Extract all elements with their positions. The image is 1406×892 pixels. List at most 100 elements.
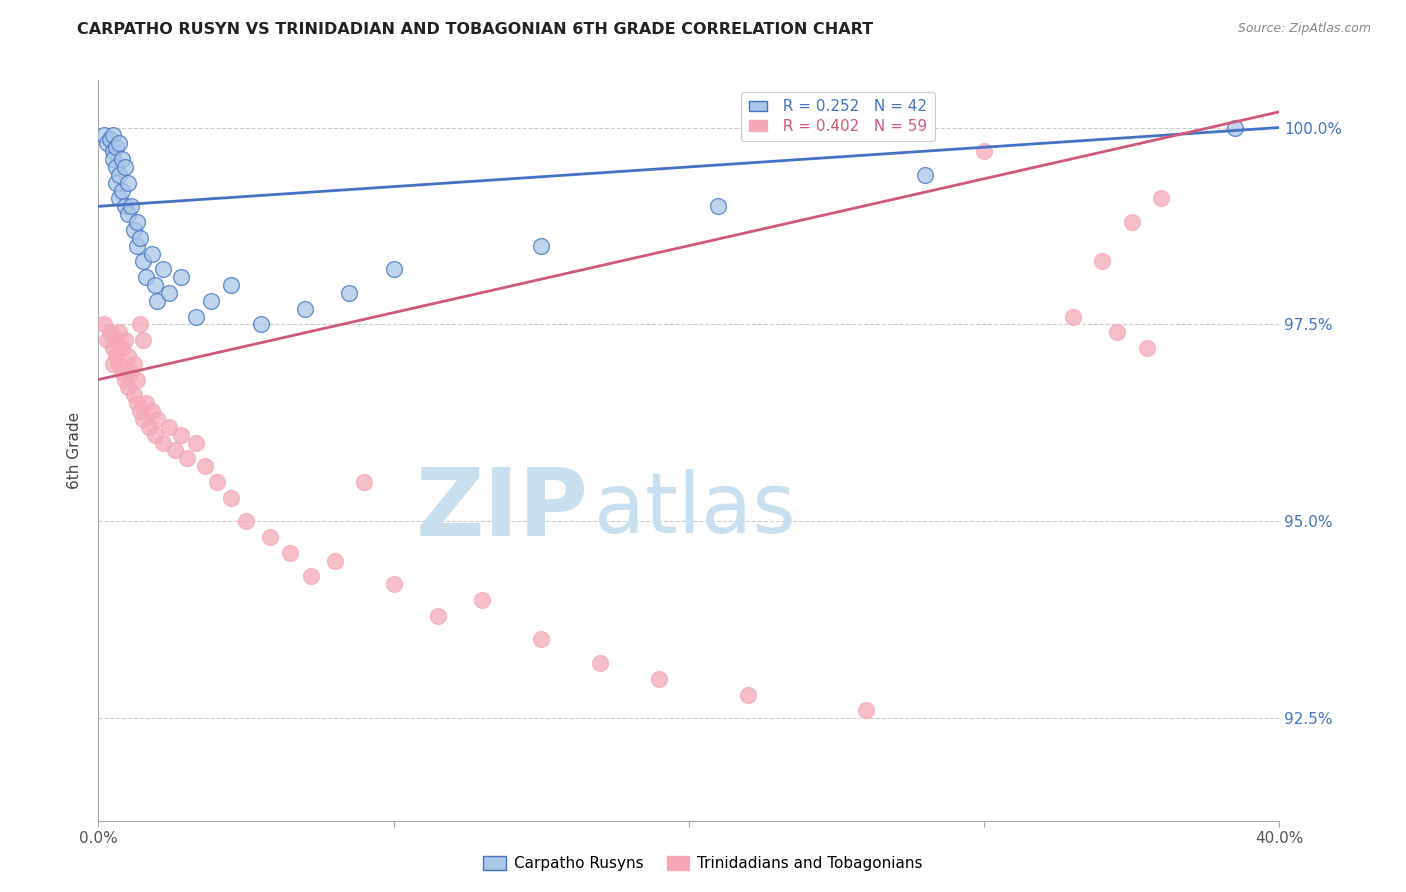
Point [143, 427, 166, 442]
Point [648, 672, 671, 686]
Point [96, 136, 118, 151]
Point [120, 199, 142, 213]
Point [111, 184, 134, 198]
Point [165, 443, 187, 458]
Point [98, 132, 121, 146]
Point [323, 554, 346, 568]
Point [1062, 310, 1084, 324]
Point [353, 475, 375, 489]
Point [427, 608, 450, 623]
Point [108, 191, 131, 205]
Point [250, 318, 273, 332]
Point [589, 656, 612, 670]
Point [152, 435, 174, 450]
Text: ZIP: ZIP [416, 464, 589, 556]
Point [205, 475, 228, 489]
Point [170, 270, 193, 285]
Point [339, 285, 361, 300]
Point [105, 333, 128, 347]
Point [382, 262, 405, 277]
Point [111, 365, 134, 379]
Point [114, 333, 136, 347]
Point [1150, 191, 1173, 205]
Point [103, 152, 125, 166]
Point [122, 357, 145, 371]
Point [221, 278, 243, 293]
Point [146, 412, 169, 426]
Point [93, 318, 115, 332]
Point [157, 285, 180, 300]
Point [125, 238, 148, 252]
Point [103, 144, 125, 158]
Point [737, 688, 759, 702]
Point [114, 199, 136, 213]
Point [128, 404, 150, 418]
Point [128, 318, 150, 332]
Point [103, 128, 125, 143]
Point [1136, 341, 1159, 355]
Point [114, 160, 136, 174]
Point [117, 176, 139, 190]
Point [1107, 326, 1129, 340]
Point [108, 326, 131, 340]
Point [299, 569, 322, 583]
Point [152, 262, 174, 277]
Point [135, 396, 157, 410]
Point [128, 231, 150, 245]
Point [143, 278, 166, 293]
Point [125, 215, 148, 229]
Point [105, 160, 128, 174]
Text: atlas: atlas [595, 469, 796, 550]
Y-axis label: 6th Grade: 6th Grade [67, 412, 83, 489]
Point [132, 254, 155, 268]
Point [103, 357, 125, 371]
Point [530, 632, 553, 647]
Point [108, 168, 131, 182]
Point [117, 380, 139, 394]
Point [117, 349, 139, 363]
Point [135, 270, 157, 285]
Legend:   R = 0.252   N = 42,   R = 0.402   N = 59: R = 0.252 N = 42, R = 0.402 N = 59 [741, 92, 935, 142]
Point [973, 144, 995, 158]
Point [146, 293, 169, 308]
Point [855, 703, 877, 717]
Point [93, 128, 115, 143]
Point [194, 459, 217, 474]
Text: Source: ZipAtlas.com: Source: ZipAtlas.com [1237, 22, 1371, 36]
Point [141, 404, 163, 418]
Point [105, 349, 128, 363]
Point [108, 136, 131, 151]
Point [280, 546, 302, 560]
Point [111, 152, 134, 166]
Point [914, 168, 936, 182]
Point [141, 246, 163, 260]
Point [170, 427, 193, 442]
Point [259, 530, 281, 544]
Point [1091, 254, 1114, 268]
Point [235, 514, 257, 528]
Point [707, 199, 730, 213]
Point [1225, 120, 1247, 135]
Point [125, 396, 148, 410]
Point [138, 420, 160, 434]
Point [114, 373, 136, 387]
Point [382, 577, 405, 591]
Point [471, 593, 494, 607]
Point [120, 365, 142, 379]
Point [157, 420, 180, 434]
Text: CARPATHO RUSYN VS TRINIDADIAN AND TOBAGONIAN 6TH GRADE CORRELATION CHART: CARPATHO RUSYN VS TRINIDADIAN AND TOBAGO… [77, 22, 873, 37]
Point [117, 207, 139, 221]
Point [98, 326, 121, 340]
Point [125, 373, 148, 387]
Point [221, 491, 243, 505]
Point [96, 333, 118, 347]
Point [105, 176, 128, 190]
Point [200, 293, 222, 308]
Point [108, 357, 131, 371]
Point [176, 451, 198, 466]
Point [184, 310, 207, 324]
Point [184, 435, 207, 450]
Point [122, 223, 145, 237]
Point [111, 341, 134, 355]
Point [105, 140, 128, 154]
